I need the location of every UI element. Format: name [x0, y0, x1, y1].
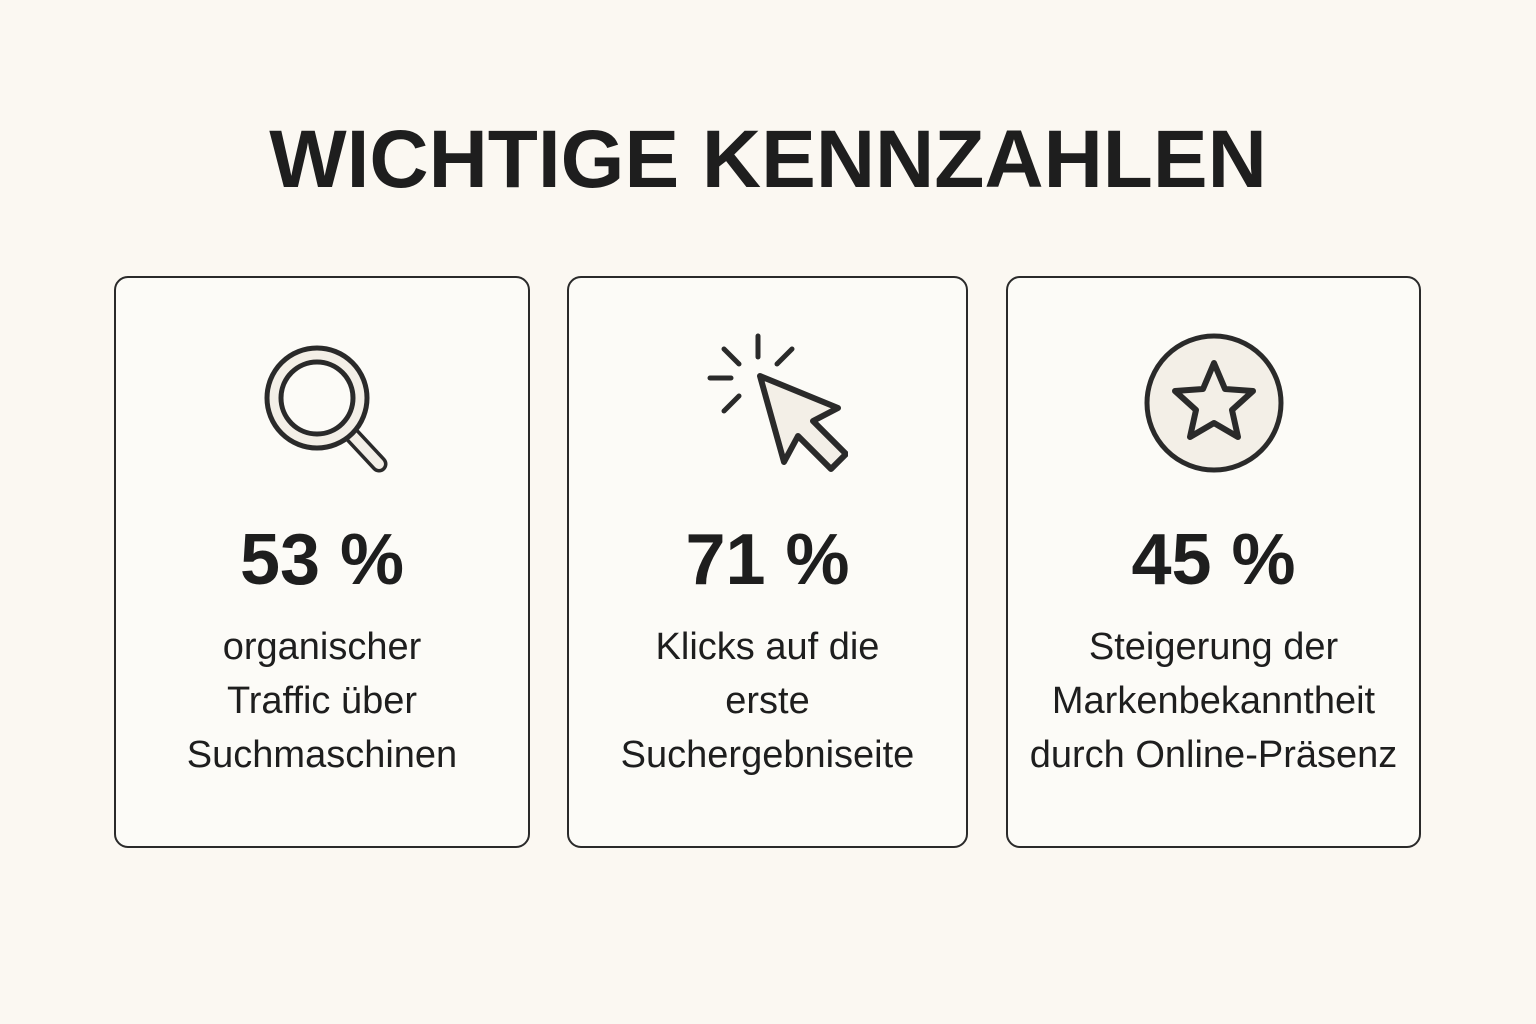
- stat-description: organischer Traffic über Suchmaschinen: [116, 620, 528, 782]
- cursor-click-icon: [569, 333, 966, 483]
- page-title: WICHTIGE KENNZAHLEN: [269, 114, 1267, 205]
- stat-description: Klicks auf die erste Suchergebniseite: [569, 620, 966, 782]
- stat-description-line: durch Online-Präsenz: [1029, 734, 1398, 776]
- stat-value: 71 %: [685, 520, 850, 600]
- stat-value: 53 %: [239, 520, 405, 600]
- magnifier-icon: [116, 333, 528, 483]
- stat-value: 45 %: [1131, 520, 1296, 600]
- stat-description-line: Markenbekanntheit: [1051, 680, 1376, 722]
- stat-description-line: Suchmaschinen: [186, 734, 458, 776]
- stat-description-line: Klicks auf die: [655, 626, 880, 668]
- star-badge-icon: [1008, 333, 1419, 483]
- stat-description-line: Traffic über: [226, 680, 418, 722]
- stat-description-line: Suchergebniseite: [620, 734, 915, 776]
- stat-description-line: erste: [725, 680, 810, 722]
- stat-card-first-page-clicks: 71 % Klicks auf die erste Suchergebnisei…: [567, 276, 968, 848]
- stat-card-organic-traffic: 53 % organischer Traffic über Suchmaschi…: [114, 276, 530, 848]
- stat-description-line: Steigerung der: [1088, 626, 1339, 668]
- stat-description: Steigerung der Markenbekanntheit durch O…: [1008, 620, 1419, 782]
- stat-card-brand-awareness: 45 % Steigerung der Markenbekanntheit du…: [1006, 276, 1421, 848]
- stat-description-line: organischer: [222, 626, 422, 668]
